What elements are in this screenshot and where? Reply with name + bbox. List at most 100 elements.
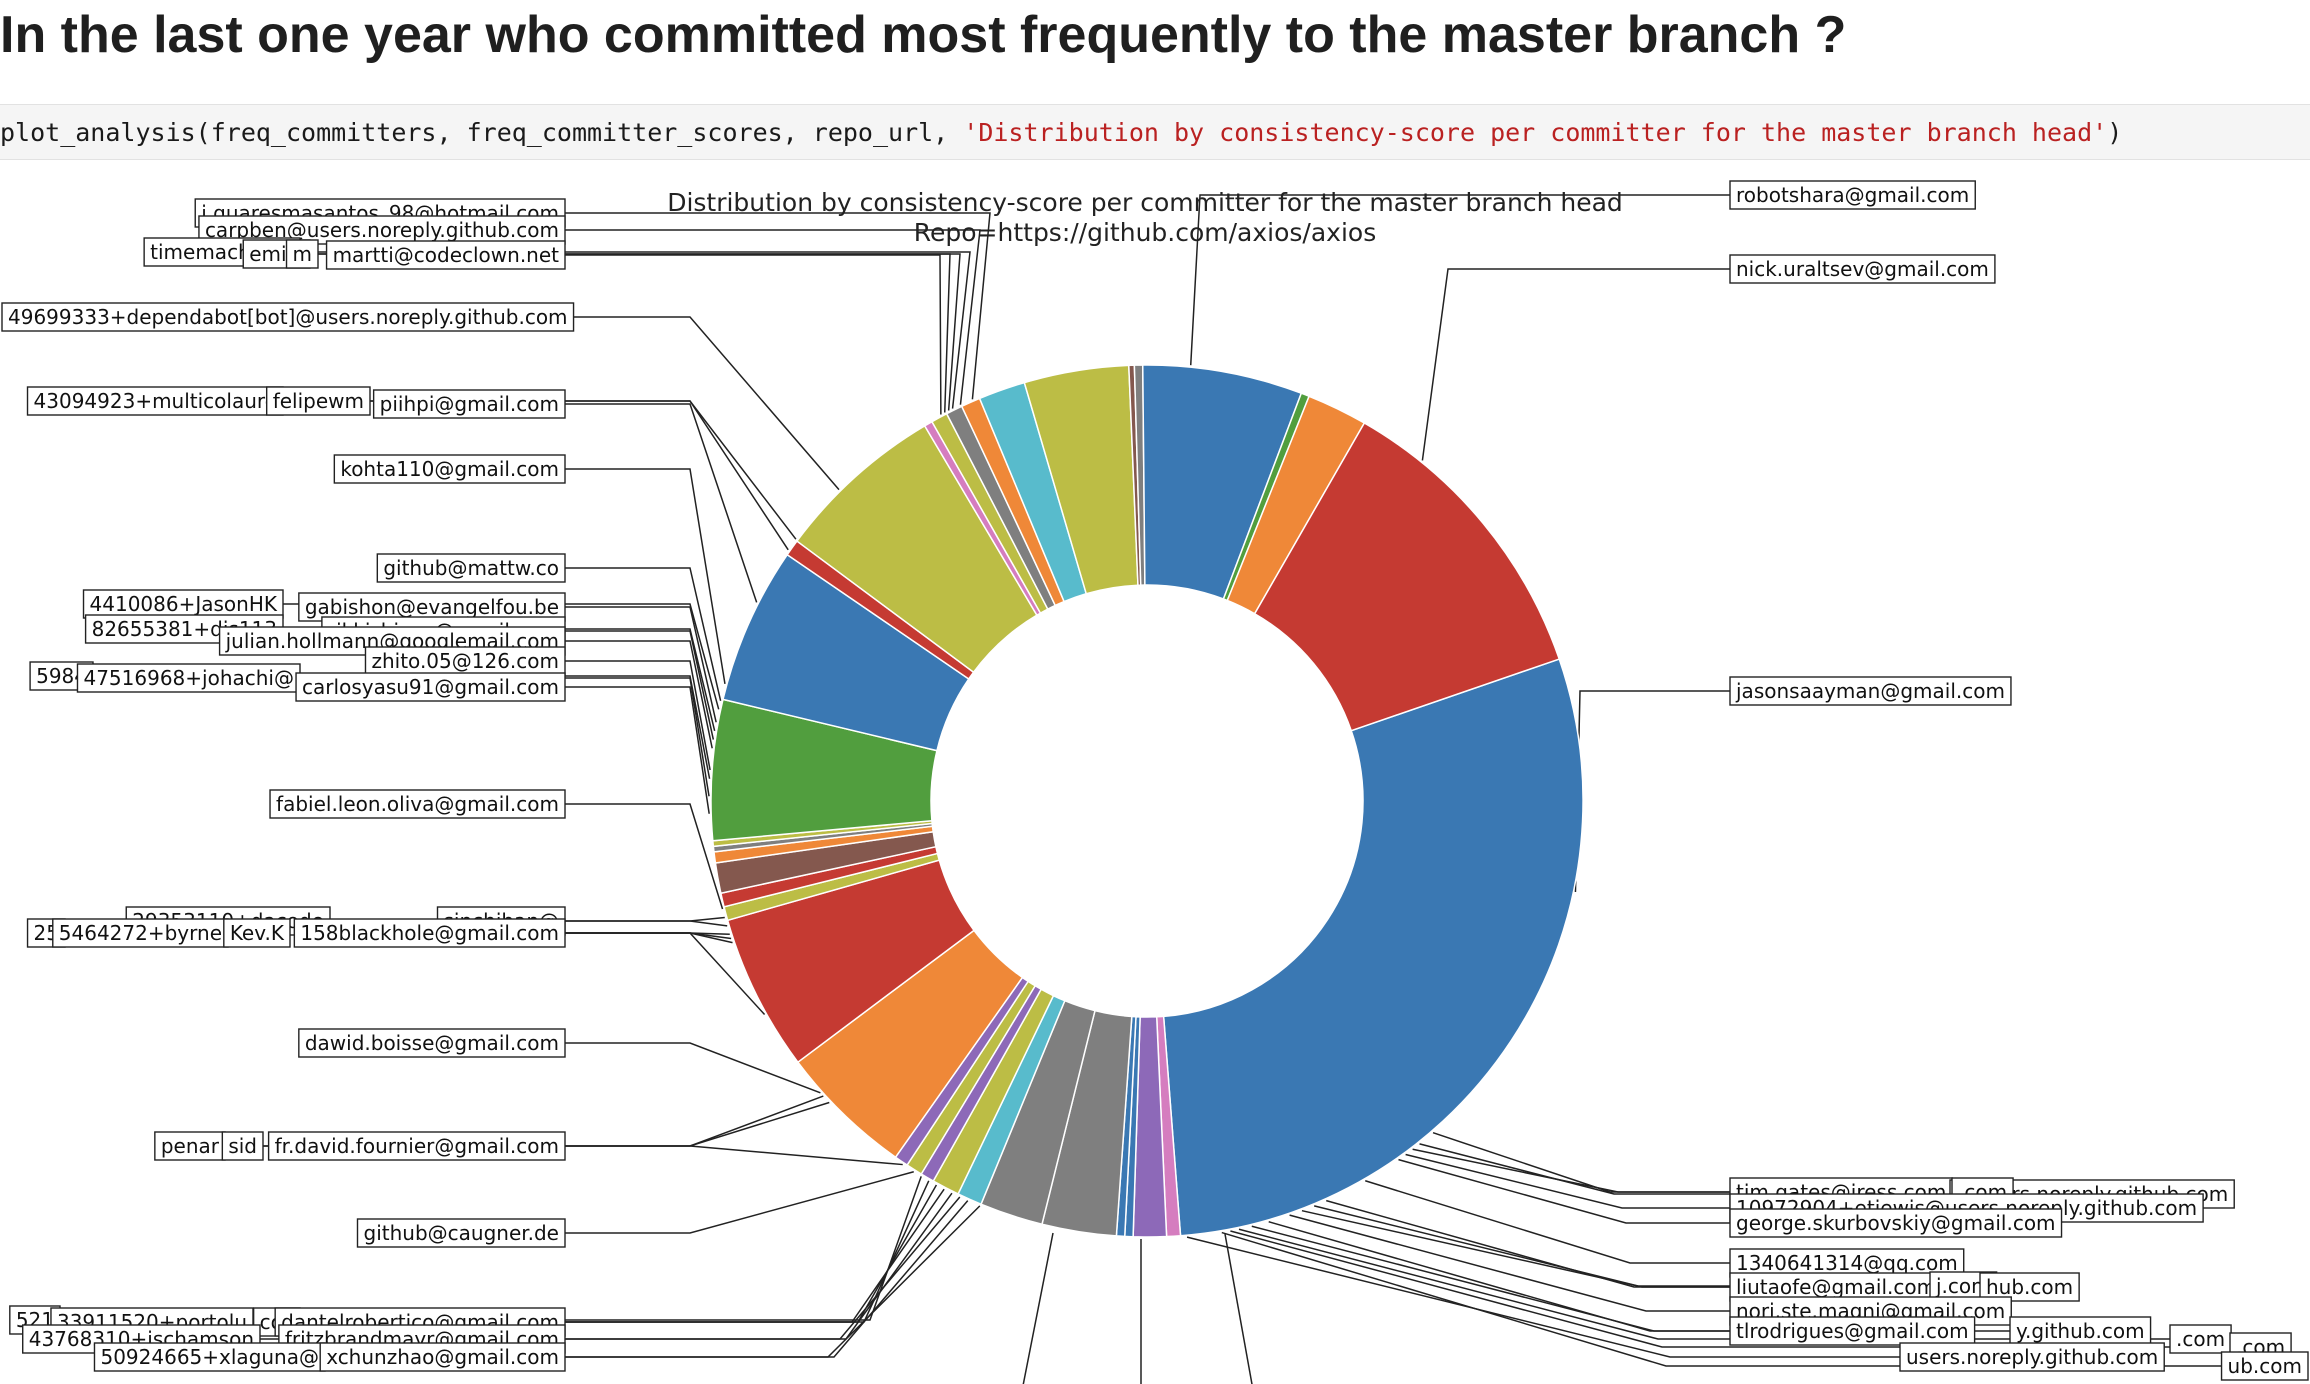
slice-label: 49699333+dependabot[bot]@users.noreply.g…: [1, 302, 575, 332]
slice-label-text: penar: [161, 1134, 220, 1158]
leader-line: [1365, 1180, 1730, 1264]
leader-line: [318, 253, 951, 413]
slice-label-text: kohta110@gmail.com: [340, 457, 559, 481]
leader-line: [1574, 690, 1730, 892]
slice-label: george.skurbovskiy@gmail.com: [1729, 1208, 2063, 1238]
slice-label-box: [221, 1131, 264, 1161]
slice-label: felipewm: [265, 386, 371, 416]
slice-label: fabiel.leon.oliva@gmail.com: [269, 789, 566, 819]
donut-chart: robotshara@gmail.com nick.uraltsev@gmail.…: [1, 180, 2309, 1384]
slice-label: 43094923+multicolaure: [26, 386, 284, 416]
slice-label-box: [356, 1218, 566, 1248]
slice-label: penar: [154, 1131, 226, 1161]
slice-label-text: jasonsaayman@gmail.com: [1735, 679, 2005, 703]
slice-label-text: hub.com: [1986, 1275, 2073, 1299]
slice-label-box: [1729, 254, 1996, 284]
leader-line: [565, 640, 713, 749]
slice-label-text: zhito.05@126.com: [371, 649, 559, 673]
leader-line: [565, 660, 711, 771]
slice-label-box: [1729, 180, 1976, 210]
slice-label-box: [2009, 1316, 2152, 1346]
slice-label-text: fr.david.fournier@gmail.com: [275, 1134, 559, 1158]
leader-line: [1189, 194, 1730, 366]
slice-label-box: [1899, 1342, 2165, 1372]
slice-label-box: [265, 386, 371, 416]
slice-label-text: piihpi@gmail.com: [380, 392, 559, 416]
slice-label: jasonsaayman@gmail.com: [1729, 676, 2012, 706]
slice-label-text: .com: [2176, 1327, 2225, 1351]
slice-label-box: [364, 646, 566, 676]
slice-label-text: nick.uraltsev@gmail.com: [1736, 257, 1989, 281]
slice-label-box: [372, 389, 566, 419]
slice-label-box: [325, 240, 566, 270]
leader-line: [565, 1196, 961, 1340]
slice-label: Kev.K: [223, 918, 291, 948]
slice-label-text: 158blackhole@gmail.com: [300, 921, 559, 945]
slice-label: m: [285, 239, 319, 269]
leader-line: [310, 253, 961, 411]
slice-label: carpben@users.noreply.github.com: [198, 215, 566, 245]
slice-label-box: [267, 1131, 566, 1161]
leader-line: [573, 316, 840, 491]
slice-label-text: 43094923+multicolaure: [34, 389, 277, 413]
slice-label-box: [269, 789, 566, 819]
code-cell[interactable]: plot_analysis(freq_committers, freq_comm…: [0, 104, 2310, 160]
chart-subtitle: Repo=https://github.com/axios/axios: [914, 218, 1376, 247]
slice-label: dawid.boisse@gmail.com: [298, 1028, 566, 1058]
slice-label-text: tlrodrigues@gmail.com: [1736, 1319, 1969, 1343]
slice-label-box: [333, 454, 566, 484]
leader-line: [565, 1171, 914, 1234]
leader-line: [565, 920, 728, 927]
slice-label-text: m: [293, 242, 312, 266]
slice-label-box: [223, 918, 291, 948]
leader-line: [565, 606, 717, 723]
donut-slices: [710, 364, 1584, 1238]
leader-line: [1405, 1153, 1730, 1209]
slice-label-text: 49699333+dependabot[bot]@users.noreply.g…: [8, 305, 568, 329]
slice-label-box: [1729, 1316, 1976, 1346]
leader-line: [565, 1042, 821, 1094]
page-heading: In the last one year who committed most …: [0, 6, 1847, 64]
slice-label: piihpi@gmail.com: [372, 389, 566, 419]
slice-label-text: gabishon@evangelfou.be: [305, 595, 559, 619]
leader-line: [565, 212, 991, 400]
slice-label-text: carlosyasu91@gmail.com: [302, 675, 559, 699]
slice-label-text: ub.com: [2228, 1354, 2302, 1378]
slice-label-text: george.skurbovskiy@gmail.com: [1736, 1211, 2056, 1235]
leader-line: [565, 932, 766, 1016]
slice-label-text: 50924665+xlaguna@: [100, 1345, 319, 1369]
slice-label-box: [1729, 676, 2012, 706]
leader-line: [1022, 1232, 1054, 1384]
slice-label-box: [1729, 1208, 2063, 1238]
slice-label-text: liutaofe@gmail.com: [1736, 1275, 1936, 1299]
leader-line: [1186, 1236, 1900, 1358]
slice-label: y.github.com: [2009, 1316, 2152, 1346]
slice-label: sid: [221, 1131, 264, 1161]
leader-line: [1238, 1228, 2170, 1340]
leader-line: [565, 803, 724, 910]
leader-line: [565, 567, 722, 701]
slice-label-text: 47516968+johachi@: [83, 666, 294, 690]
slice-label-text: users.noreply.github.com: [1906, 1345, 2158, 1369]
leader-line: [253, 1180, 930, 1323]
slice-label-text: felipewm: [273, 389, 364, 413]
slice-label-box: [295, 672, 566, 702]
slice-label-text: 5464272+byrne: [59, 921, 222, 945]
leader-line: [1421, 268, 1730, 461]
slice-label: tlrodrigues@gmail.com: [1729, 1316, 1976, 1346]
slice-label: 50924665+xlaguna@: [93, 1342, 326, 1372]
leader-line: [565, 1205, 981, 1358]
code-close: ): [2107, 118, 2123, 147]
slice-label-box: [93, 1342, 326, 1372]
leader-line: [565, 1145, 903, 1166]
slice-label-box: [82, 589, 284, 619]
slice-label: carlosyasu91@gmail.com: [295, 672, 566, 702]
slice-label-box: [293, 918, 566, 948]
chart-title: Distribution by consistency-score per co…: [667, 188, 1623, 217]
slice-label-box: [376, 553, 566, 583]
slice-label: ub.com: [2220, 1351, 2309, 1381]
leader-line: [565, 686, 710, 814]
slice-label-text: sid: [228, 1134, 257, 1158]
slice-label-box: [319, 1342, 566, 1372]
slice-label: kohta110@gmail.com: [333, 454, 566, 484]
